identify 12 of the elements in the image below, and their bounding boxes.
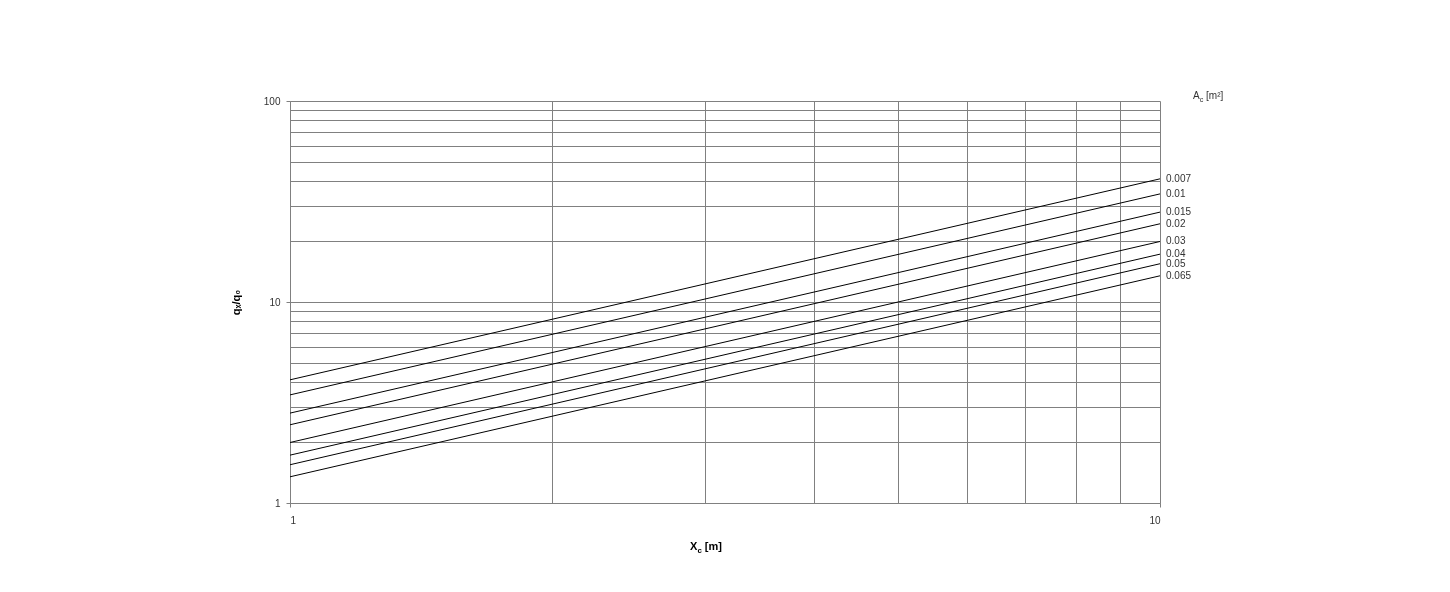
y-tick-label: 1 xyxy=(274,497,281,509)
y-tick-label: 100 xyxy=(263,95,281,107)
series-label: 0.04 xyxy=(1166,248,1186,260)
series-label: 0.03 xyxy=(1166,235,1186,247)
series-label: 0.007 xyxy=(1166,172,1192,184)
series-label: 0.01 xyxy=(1166,187,1186,199)
series-label: 0.05 xyxy=(1166,257,1186,269)
y-axis-title: qₓ/q₀ xyxy=(229,289,242,316)
series-label: 0.065 xyxy=(1166,269,1192,281)
y-tick-label: 10 xyxy=(269,296,281,308)
series-label: 0.015 xyxy=(1166,206,1192,218)
series-label: 0.02 xyxy=(1166,217,1186,229)
